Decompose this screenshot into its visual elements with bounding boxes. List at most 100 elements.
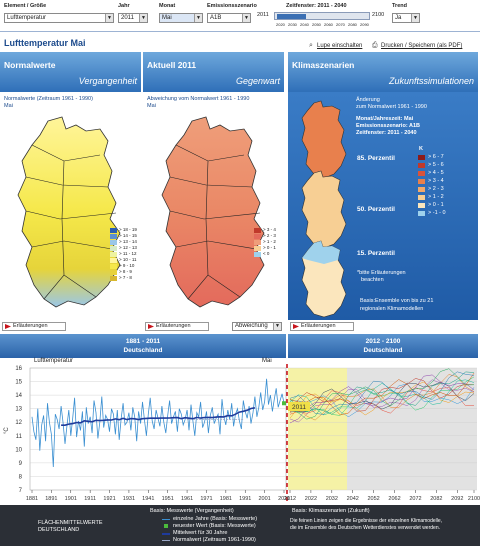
scenario-select[interactable]: A1B ▼ bbox=[207, 13, 251, 23]
x-tick-label: 1941 bbox=[142, 496, 154, 502]
map-shape-cold bbox=[302, 241, 340, 264]
x-tick-label: 1961 bbox=[181, 496, 193, 502]
year-marker-label: 2011 bbox=[292, 404, 306, 411]
x-tick-label: 1881 bbox=[26, 496, 38, 502]
deviation-value: Abweichung bbox=[235, 323, 268, 329]
y-tick-label: 14 bbox=[15, 393, 22, 399]
scenario-basis-1: Basis:Ensemble von bis zu 21 bbox=[360, 298, 434, 304]
window-slider-handle[interactable] bbox=[277, 14, 306, 19]
panel-scenario-title: Klimaszenarien bbox=[292, 60, 355, 70]
panel-normal-legend: > 18 - 19 > 14 - 15 > 13 - 14 > 12 - 13 … bbox=[110, 227, 140, 282]
map-shape bbox=[17, 116, 121, 308]
year-select[interactable]: 2011 ▼ bbox=[118, 13, 148, 23]
footer-region-sub: DEUTSCHLAND bbox=[38, 527, 80, 533]
legend-swatch bbox=[418, 203, 425, 208]
panel-normal-desc: Normalwerte (Zeitraum 1961 - 1990) bbox=[4, 96, 93, 102]
map-shape bbox=[301, 170, 347, 249]
legend-line-annual bbox=[162, 519, 170, 520]
state-borders bbox=[169, 144, 261, 300]
past-region: Deutschland bbox=[123, 347, 163, 354]
element-label: Element / Größe bbox=[4, 3, 47, 9]
x-tick-label: 2092 bbox=[451, 496, 463, 502]
x-tick-label: 2052 bbox=[368, 496, 380, 502]
window-tick: 2060 bbox=[324, 22, 333, 27]
future-range: 2012 - 2100 bbox=[365, 338, 401, 345]
future-region: Deutschland bbox=[363, 347, 403, 354]
germany-map-current[interactable] bbox=[148, 115, 283, 315]
legend-label: < 0 bbox=[263, 251, 270, 256]
k-unit-label: K bbox=[419, 146, 423, 152]
germany-map-p85[interactable] bbox=[294, 100, 352, 180]
legend-label: > 14 - 15 bbox=[119, 233, 137, 238]
latest-value-marker bbox=[282, 401, 286, 406]
print-link[interactable]: Drucken / Speichern (als PDF) bbox=[381, 43, 463, 49]
scenario-model-line bbox=[289, 381, 475, 419]
scenario-text-3: Monat/Jahreszeit: Mai bbox=[356, 116, 414, 122]
explanations-button-normal[interactable]: Erläuterungen bbox=[2, 322, 66, 331]
chevron-down-icon: ▼ bbox=[411, 14, 419, 22]
past-plot-area bbox=[29, 367, 287, 491]
explanations-button-current[interactable]: Erläuterungen bbox=[145, 322, 209, 331]
germany-map-p50[interactable] bbox=[294, 170, 352, 250]
window-ticks: 2020 2030 2040 2050 2060 2070 2080 2090 bbox=[276, 22, 372, 28]
footer-future-basis: Basis: Klimaszenarien (Zukunft) bbox=[292, 508, 370, 514]
window-start: 2011 bbox=[257, 12, 269, 18]
legend-label: > 9 - 10 bbox=[119, 263, 135, 268]
legend-label: > 18 - 19 bbox=[119, 227, 137, 232]
mean30-series bbox=[61, 407, 256, 427]
month-label: Monat bbox=[159, 3, 176, 9]
explanations-button-scenario[interactable]: Erläuterungen bbox=[290, 322, 354, 331]
germany-map-normal[interactable] bbox=[4, 115, 139, 315]
chart-element-label: Lufttemperatur bbox=[34, 358, 74, 364]
legend-label: > 4 - 5 bbox=[428, 170, 444, 176]
footer-legend-latest: neuester Wert (Basis: Messwerte) bbox=[173, 523, 256, 529]
x-tick-label: 2072 bbox=[409, 496, 421, 502]
scenario-model-line bbox=[289, 371, 475, 415]
year-label: Jahr bbox=[118, 3, 130, 9]
panel-current-title: Aktuell 2011 bbox=[147, 60, 197, 70]
panel-normal-header: Normalwerte Vergangenheit bbox=[0, 52, 141, 92]
state-borders bbox=[25, 144, 117, 300]
panel-scenario-header: Klimaszenarien Zukunftssimulationen bbox=[288, 52, 478, 92]
window-tick: 2020 bbox=[276, 22, 285, 27]
legend-swatch bbox=[418, 155, 425, 160]
legend-line-mean30 bbox=[162, 533, 170, 535]
x-ticks: 1881 1891 1901 1911 1921 1931 1941 1951 1961 1971… bbox=[26, 490, 480, 502]
highlight-window bbox=[288, 368, 347, 490]
page-title: Lufttemperatur Mai bbox=[4, 38, 86, 48]
element-select[interactable]: Lufttemperatur ▼ bbox=[4, 13, 114, 23]
map-shape bbox=[161, 116, 265, 308]
scenario-note-1: *bitte Erläuterungen bbox=[357, 270, 406, 276]
past-range: 1881 - 2011 bbox=[125, 338, 161, 345]
scenario-basis-2: regionalen Klimamodellen bbox=[360, 306, 424, 312]
footer-future-text-2: die im Ensemble des Deutschen Wetterdien… bbox=[290, 525, 440, 531]
germany-map-p15[interactable] bbox=[294, 240, 352, 318]
panel-current-desc: Abweichung vom Normalwert 1961 - 1990 bbox=[147, 96, 250, 102]
temperature-chart[interactable]: 7 8 9 10 11 12 13 14 15 16 °C 2011 1881 1891 1901 19… bbox=[0, 364, 480, 504]
scenario-text-1: Änderung bbox=[356, 97, 380, 103]
legend-swatch bbox=[418, 171, 425, 176]
chevron-down-icon: ▼ bbox=[242, 14, 250, 22]
legend-label: > 1 - 2 bbox=[428, 194, 444, 200]
x-tick-label: 2100 bbox=[468, 496, 480, 502]
legend-label: > 1 - 2 bbox=[263, 239, 276, 244]
panel-normal-month: Mai bbox=[4, 103, 13, 109]
trend-select[interactable]: Ja ▼ bbox=[392, 13, 420, 23]
window-tick: 2030 bbox=[288, 22, 297, 27]
scenario-model-line bbox=[289, 387, 475, 415]
x-tick-label: 1951 bbox=[162, 496, 174, 502]
scenario-model-line bbox=[289, 378, 475, 413]
legend-label: > 10 - 11 bbox=[119, 257, 137, 262]
window-slider-track[interactable] bbox=[274, 12, 370, 20]
deviation-select[interactable]: Abweichung ▼ bbox=[232, 322, 282, 331]
month-select[interactable]: Mai ▼ bbox=[159, 13, 203, 23]
zoom-link[interactable]: Lupe einschalten bbox=[317, 43, 363, 49]
legend-label: > 8 - 9 bbox=[119, 269, 132, 274]
footer-past-basis: Basis: Messwerte (Vergangenheit) bbox=[150, 508, 234, 514]
x-tick-label: 1931 bbox=[123, 496, 135, 502]
panel-current-header: Aktuell 2011 Gegenwart bbox=[143, 52, 284, 92]
scenario-legend: > 6 - 7 > 5 - 6 > 4 - 5 > 3 - 4 > 2 - 3 … bbox=[418, 154, 468, 225]
element-value: Lufttemperatur bbox=[7, 15, 47, 21]
panel-current-subtitle: Gegenwart bbox=[235, 76, 280, 86]
panel-current-month: Mai bbox=[147, 103, 156, 109]
